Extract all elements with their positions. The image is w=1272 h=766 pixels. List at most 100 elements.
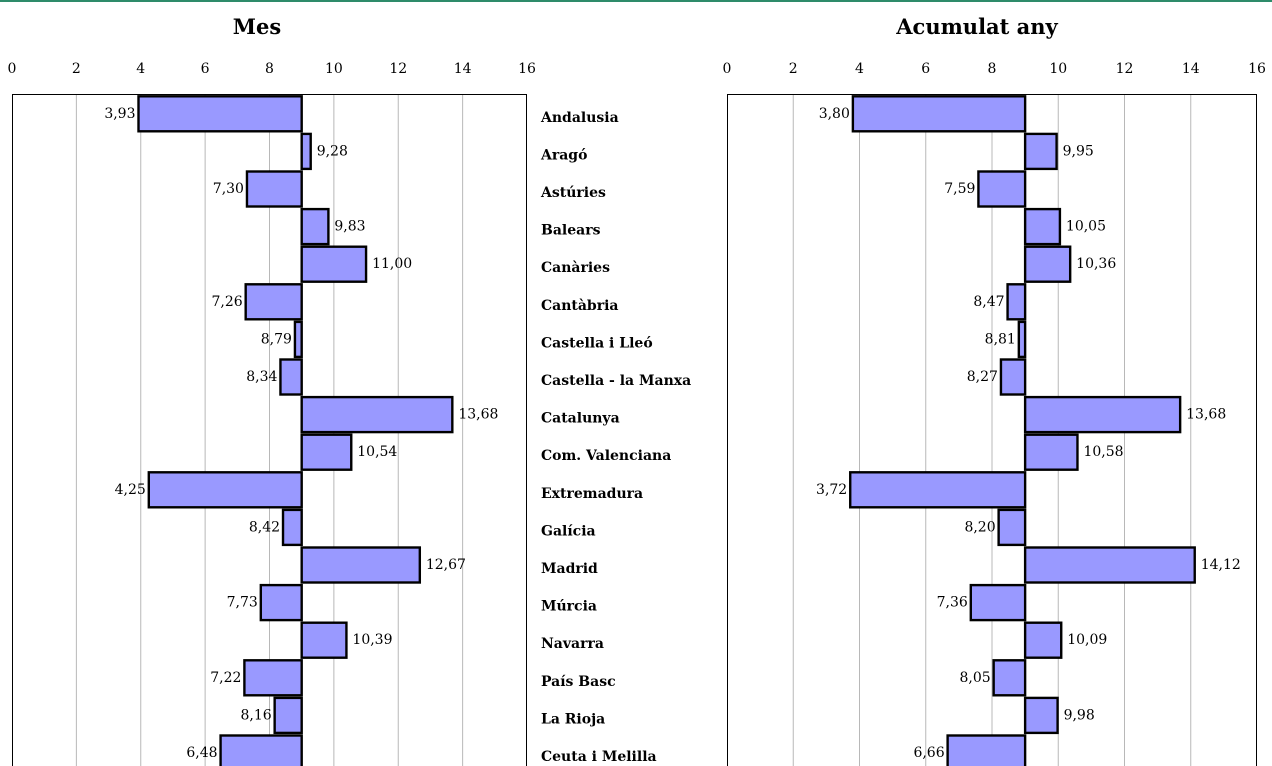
category-label: Andalusia: [540, 110, 619, 126]
category-label: Castella - la Manxa: [541, 373, 691, 389]
chart-2-data-label: 8,81: [985, 331, 1016, 347]
chart-2-tick-label: 12: [1116, 61, 1134, 77]
chart-2-bar: [1006, 283, 1027, 321]
chart-1-tick-label: 16: [518, 61, 536, 77]
chart-1-plot-frame: [12, 94, 527, 766]
category-label: Galícia: [541, 523, 596, 539]
chart-1-data-label: 8,42: [249, 519, 280, 535]
chart-1-bar: [279, 358, 303, 396]
chart-1-data-label: 10,39: [352, 632, 392, 648]
chart-1-bar: [219, 734, 303, 766]
chart-2-bar: [1023, 245, 1072, 283]
chart-2-data-label: 10,36: [1076, 256, 1116, 272]
chart-2-tick-label: 2: [789, 61, 798, 77]
chart-1-data-label: 8,79: [261, 331, 292, 347]
chart-2-data-label: 6,66: [913, 745, 944, 761]
category-label: País Basc: [541, 674, 616, 690]
chart-2-bar: [1023, 546, 1196, 584]
category-label: Aragó: [540, 147, 587, 163]
chart-2-data-label: 10,58: [1083, 444, 1123, 460]
chart-2-tick-label: 10: [1049, 61, 1067, 77]
chart-2-bar: [999, 358, 1027, 396]
chart-1-bar: [300, 245, 368, 283]
chart-1-tick-label: 0: [8, 61, 17, 77]
category-label: Ceuta i Melilla: [541, 749, 657, 765]
chart-2-title: Acumulat any: [895, 14, 1058, 39]
chart-1-bar: [300, 207, 330, 246]
chart-1-data-label: 11,00: [372, 256, 412, 272]
category-label: Navarra: [541, 636, 604, 652]
category-label: Múrcia: [541, 599, 597, 615]
chart-2-data-label: 14,12: [1201, 557, 1241, 573]
chart-2-bar: [1023, 621, 1063, 659]
category-label: Extremadura: [541, 486, 643, 502]
top-rule: [0, 0, 1272, 2]
chart-1-data-label: 12,67: [426, 557, 466, 573]
chart-1-data-label: 9,28: [317, 143, 348, 159]
chart-1-data-label: 4,25: [115, 482, 146, 498]
chart-2-tick-label: 8: [988, 61, 997, 77]
chart-2-data-label: 8,47: [973, 294, 1004, 310]
chart-2-plot-frame: [727, 94, 1257, 766]
chart-1-bar: [281, 508, 303, 547]
chart-1-bar: [300, 621, 348, 659]
category-label: Balears: [541, 223, 601, 239]
category-label: Com. Valenciana: [541, 448, 671, 464]
chart-2-data-label: 8,20: [964, 519, 995, 535]
chart-1-data-label: 10,54: [357, 444, 397, 460]
chart-1-bar: [137, 95, 303, 133]
chart-1-data-label: 7,26: [212, 294, 243, 310]
chart-2-bar: [849, 471, 1027, 509]
chart-2-bar: [1023, 696, 1059, 735]
category-label: Astúries: [540, 185, 606, 201]
chart-1-data-label: 7,73: [227, 595, 258, 611]
chart-2-data-label: 8,27: [967, 369, 998, 385]
chart-1-bar: [293, 320, 303, 359]
chart-1-tick-label: 14: [454, 61, 472, 77]
chart-1-bar: [243, 659, 303, 697]
chart-2-bar: [992, 659, 1027, 697]
chart-1-title: Mes: [233, 14, 281, 39]
chart-2-bar: [1023, 132, 1058, 171]
chart-1-tick-label: 4: [136, 61, 145, 77]
chart-2-bar: [1023, 433, 1079, 471]
chart-2-data-label: 10,05: [1066, 219, 1106, 235]
chart-1-tick-label: 6: [201, 61, 210, 77]
chart-2-tick-label: 4: [855, 61, 864, 77]
chart-2-data-label: 3,72: [816, 482, 847, 498]
chart-2-bar: [1023, 395, 1182, 434]
chart-2-data-label: 7,36: [937, 595, 968, 611]
chart-2-data-label: 3,80: [819, 106, 850, 122]
chart-2-data-label: 9,95: [1063, 143, 1094, 159]
chart-2-bar: [946, 734, 1027, 766]
chart-1-data-label: 9,83: [334, 219, 365, 235]
chart-2-bar: [997, 508, 1027, 547]
category-label: Cantàbria: [541, 298, 619, 314]
chart-1-bar: [300, 132, 312, 171]
category-label: Canàries: [541, 260, 610, 276]
chart-1-bar: [259, 583, 303, 622]
chart-1-tick-label: 8: [265, 61, 274, 77]
chart-1-data-label: 13,68: [458, 407, 498, 423]
category-label: Catalunya: [541, 411, 620, 427]
category-label: Castella i Lleó: [541, 335, 653, 351]
chart-1-tick-label: 12: [389, 61, 407, 77]
chart-2-tick-label: 14: [1182, 61, 1200, 77]
chart-1-data-label: 8,34: [246, 369, 277, 385]
chart-2-data-label: 8,05: [959, 670, 990, 686]
category-label: La Rioja: [541, 711, 605, 727]
chart-2-tick-label: 6: [921, 61, 930, 77]
chart-1-tick-label: 10: [325, 61, 343, 77]
chart-2-bar: [1023, 207, 1062, 246]
chart-2-bar: [1017, 320, 1027, 359]
chart-1-bar: [273, 696, 303, 735]
chart-1-bar: [244, 283, 303, 321]
chart-1-data-label: 7,22: [210, 670, 241, 686]
chart-1-data-label: 6,48: [186, 745, 217, 761]
chart-1-bar: [245, 170, 303, 208]
chart-1-data-label: 8,16: [240, 707, 271, 723]
chart-2-bar: [977, 170, 1027, 208]
chart-1-bar: [147, 471, 303, 509]
chart-1-tick-label: 2: [72, 61, 81, 77]
